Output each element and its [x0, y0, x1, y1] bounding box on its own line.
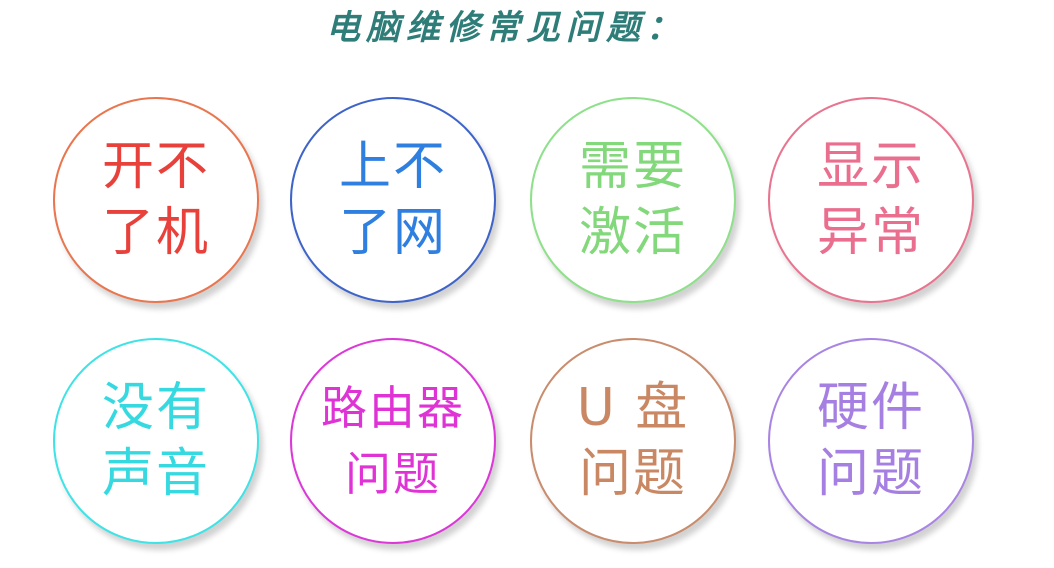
circle-item-line1: 需要 — [578, 137, 687, 197]
circle-item-line2: 问题 — [816, 444, 925, 504]
circle-item-7[interactable]: U 盘 问题 — [530, 338, 736, 544]
circle-item-line1: 硬件 — [816, 378, 925, 438]
circle-item-line1: 路由器 — [321, 381, 465, 435]
circle-item-1[interactable]: 开不 了机 — [53, 97, 259, 303]
circle-item-line1: 开不 — [101, 137, 210, 197]
circle-item-5[interactable]: 没有 声音 — [53, 338, 259, 544]
circle-item-2[interactable]: 上不 了网 — [290, 97, 496, 303]
circle-item-line1: U 盘 — [576, 378, 690, 438]
page-title: 电脑维修常见问题： — [326, 8, 686, 48]
circle-item-line2: 了网 — [338, 203, 447, 263]
circle-item-8[interactable]: 硬件 问题 — [768, 338, 974, 544]
circle-item-6[interactable]: 路由器 问题 — [290, 338, 496, 544]
circle-item-line2: 问题 — [578, 444, 687, 504]
circle-item-line2: 声音 — [101, 444, 210, 504]
circle-item-line1: 没有 — [101, 378, 210, 438]
circle-item-4[interactable]: 显示 异常 — [768, 97, 974, 303]
circle-item-line1: 显示 — [816, 137, 925, 197]
circle-item-line2: 异常 — [816, 203, 925, 263]
circle-item-line2: 激活 — [578, 203, 687, 263]
circle-item-line1: 上不 — [338, 137, 447, 197]
circle-item-line2: 问题 — [345, 447, 441, 501]
circle-item-3[interactable]: 需要 激活 — [530, 97, 736, 303]
circle-item-line2: 了机 — [101, 203, 210, 263]
